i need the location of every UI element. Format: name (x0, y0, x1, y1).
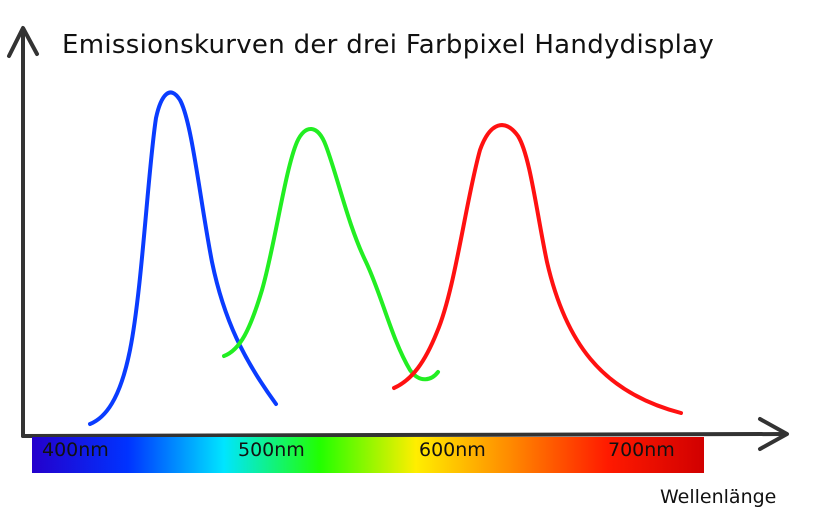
x-axis (21, 432, 788, 438)
tick-label-700nm: 700nm (608, 439, 675, 461)
blue-emission-curve (88, 90, 278, 426)
y-axis-arrowhead (7, 26, 39, 58)
x-axis-arrowhead (758, 417, 789, 451)
visible-spectrum-bar (32, 437, 704, 473)
tick-label-600nm: 600nm (419, 439, 486, 461)
red-emission-curve (392, 123, 683, 415)
diagram-title: Emissionskurven der drei Farbpixel Handy… (62, 30, 715, 60)
x-axis-label: Wellenlänge (660, 486, 777, 508)
green-emission-curve (222, 127, 440, 382)
tick-label-400nm: 400nm (42, 439, 109, 461)
tick-label-500nm: 500nm (238, 439, 305, 461)
